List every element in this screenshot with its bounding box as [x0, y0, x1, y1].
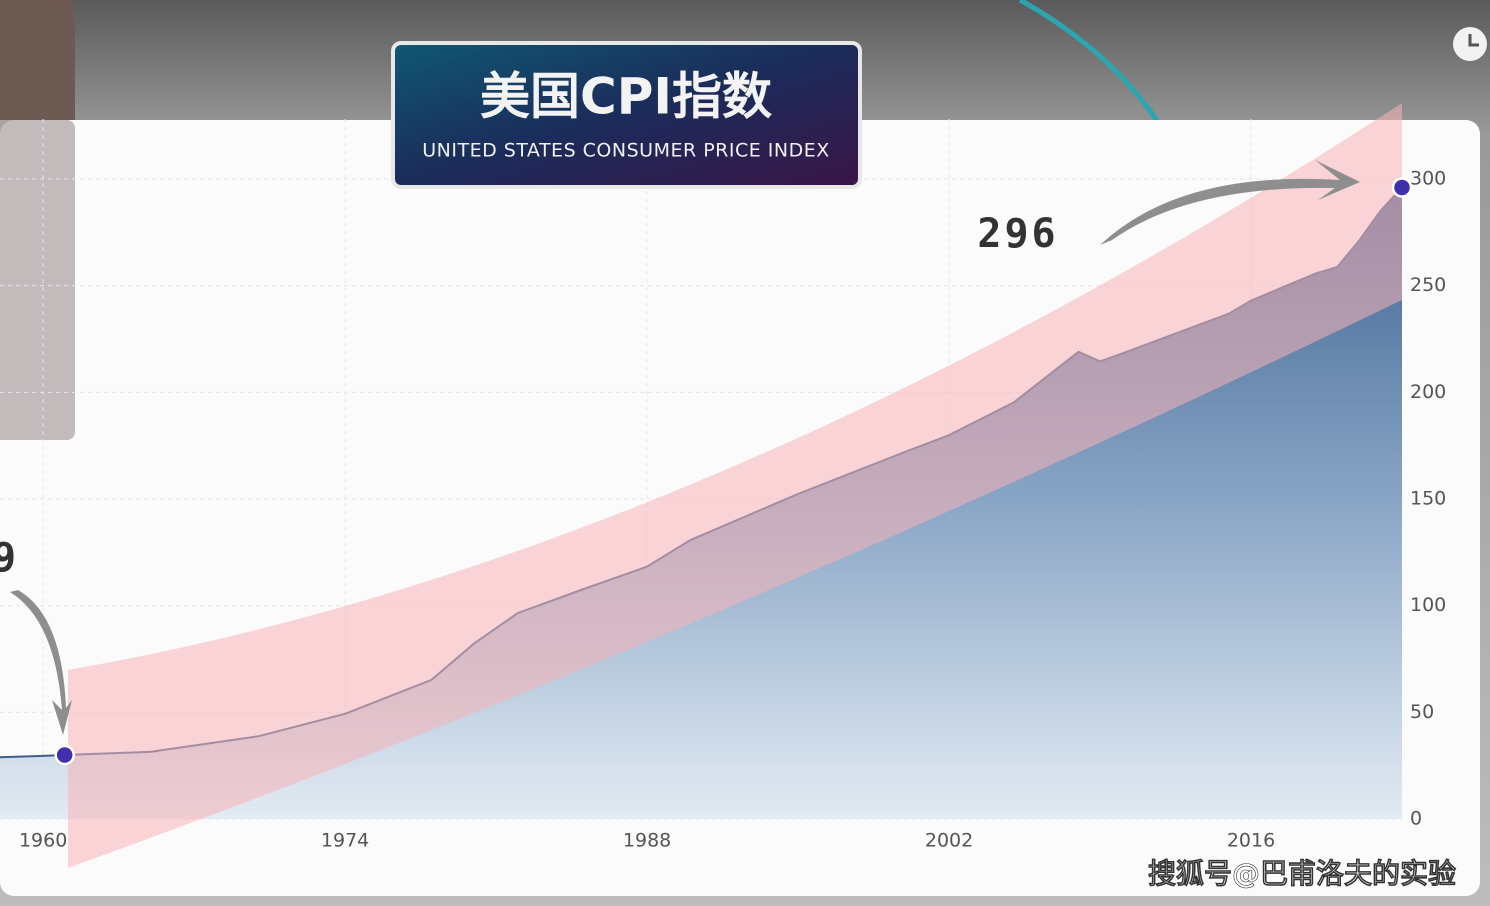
x-tick-label: 1960 [19, 830, 67, 852]
x-tick-label: 2016 [1227, 830, 1275, 852]
arrow-start [10, 590, 72, 735]
trend-band [68, 103, 1402, 868]
annotation: 296 [977, 211, 1058, 257]
area [0, 187, 1402, 819]
highlight-point [1391, 177, 1413, 198]
arrow-end [1100, 160, 1360, 245]
marks: 0 50 100 150 200 250 300 1960 1974 1988 2002 2016 [19, 168, 1446, 852]
y-tick-label: 150 [1410, 488, 1446, 510]
y-tick-label: 300 [1410, 168, 1446, 190]
y-tick-label: 100 [1410, 594, 1446, 616]
annotation: 9 [0, 535, 16, 581]
x-tick-label: 1974 [321, 830, 369, 852]
y-tick-label: 0 [1410, 808, 1422, 830]
y-tick-label: 200 [1410, 381, 1446, 403]
y-tick-label: 50 [1410, 701, 1434, 723]
chart-title: 美国CPI指数 [480, 68, 772, 126]
decor-arc [1018, 0, 1163, 127]
video-thumbnail-overlap [0, 120, 75, 440]
x-tick-label: 1988 [623, 830, 671, 852]
clock-hands [1468, 34, 1479, 47]
title-box [391, 41, 862, 189]
y-tick-label: 250 [1410, 274, 1446, 296]
x-tick-label: 2002 [925, 830, 973, 852]
highlight-point [54, 744, 75, 766]
watermark: 搜狐号@巴甫洛夫的实验 [1148, 857, 1456, 890]
chart-subtitle: UNITED STATES CONSUMER PRICE INDEX [422, 140, 830, 162]
